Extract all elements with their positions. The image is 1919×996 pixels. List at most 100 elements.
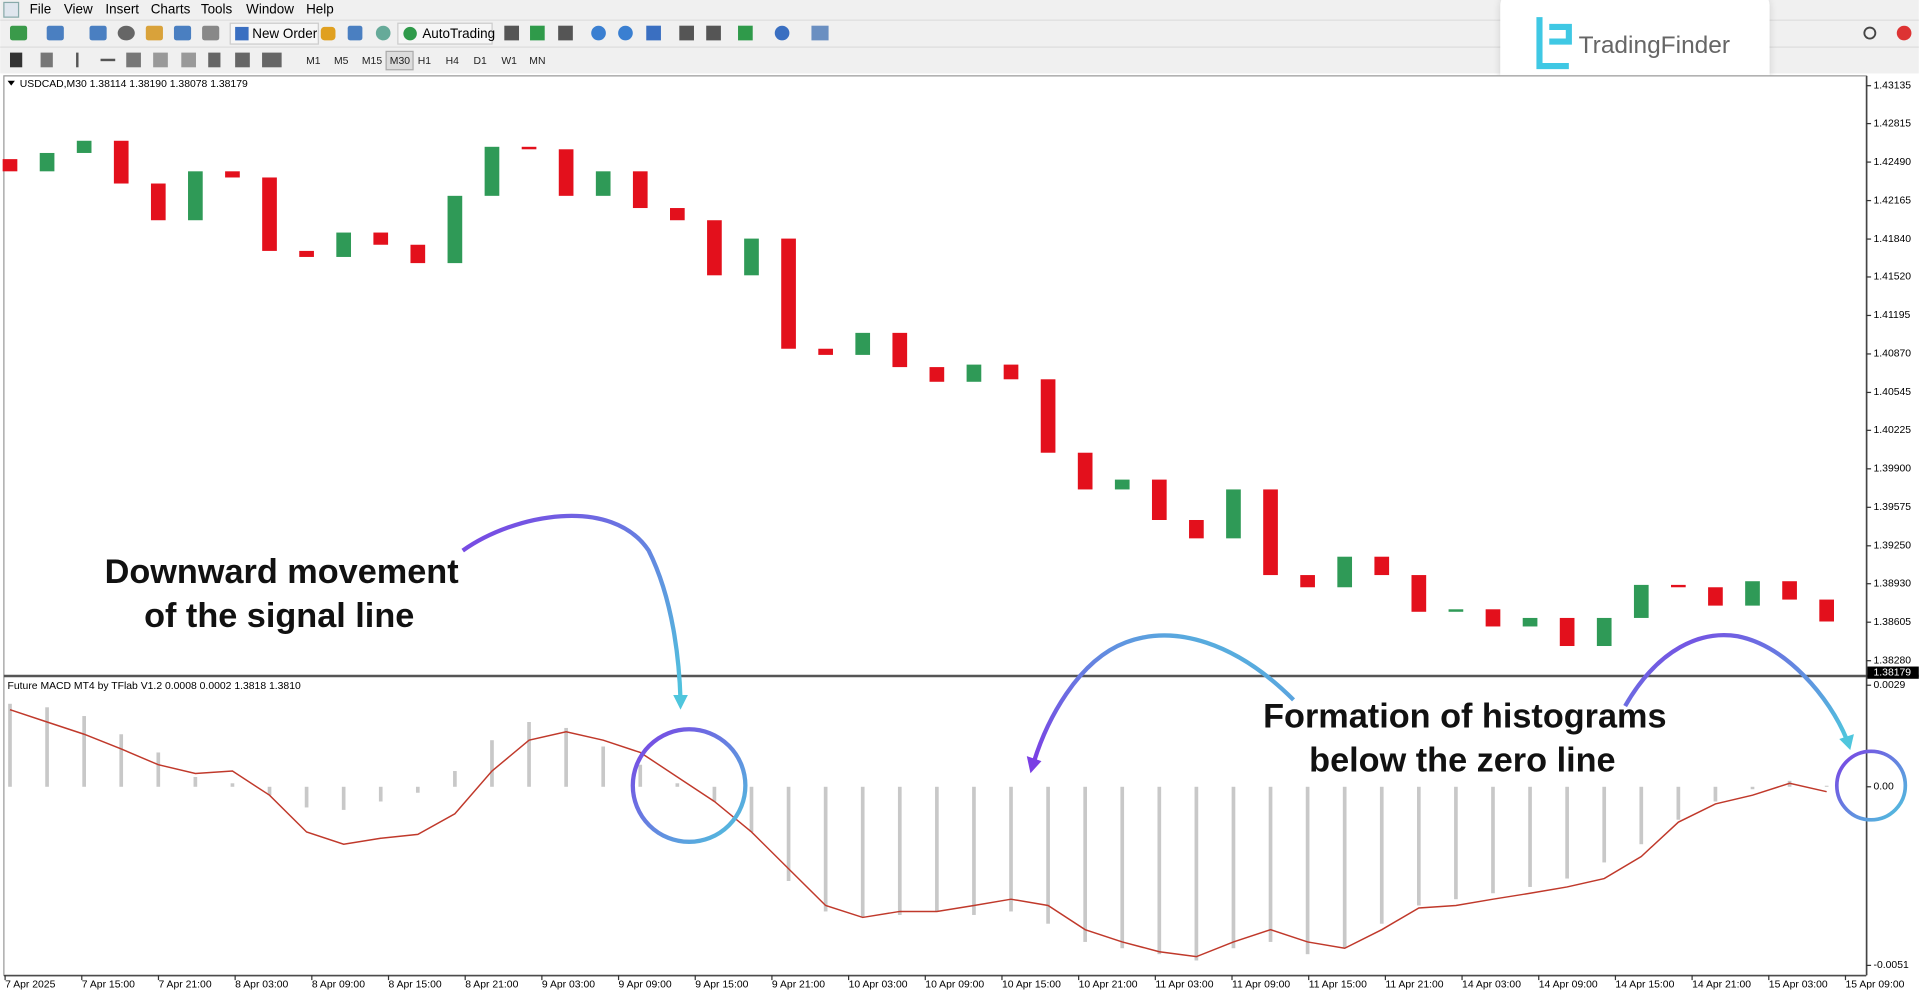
metaeditor-button[interactable] — [320, 26, 336, 41]
signals-button[interactable] — [375, 25, 391, 41]
timeframe-button[interactable]: M15 — [362, 56, 382, 67]
timeframe-button[interactable]: D1 — [473, 56, 487, 67]
data-window-button[interactable] — [117, 25, 135, 41]
terminal-button[interactable] — [173, 25, 192, 41]
y-tick-label: 1.41520 — [1874, 272, 1912, 283]
y-tick-label: 1.42815 — [1874, 118, 1912, 129]
candle — [1114, 479, 1130, 490]
histogram-bar — [1824, 785, 1829, 787]
options-button[interactable] — [347, 25, 363, 41]
templates-button[interactable] — [811, 25, 829, 41]
candle — [1708, 587, 1723, 606]
candle — [707, 220, 722, 276]
profiles-button[interactable] — [46, 25, 64, 41]
timeframe-button[interactable]: H1 — [418, 56, 432, 67]
line-chart-button[interactable] — [558, 25, 573, 41]
annotation-text: of the signal line — [144, 597, 414, 635]
navigator-button[interactable] — [145, 25, 163, 41]
scroll-button[interactable] — [679, 25, 694, 41]
time-label: 9 Apr 21:00 — [772, 980, 825, 991]
y-tick-label: 1.39900 — [1874, 464, 1912, 475]
toolbar-icons — [9, 22, 829, 68]
menu-item[interactable]: Insert — [105, 1, 139, 16]
candle — [1819, 599, 1834, 622]
time-label: 10 Apr 21:00 — [1079, 980, 1138, 991]
candle — [1003, 364, 1019, 380]
histogram-bar — [786, 786, 791, 881]
histogram-bar — [564, 727, 568, 787]
candle — [1671, 584, 1686, 588]
histogram-bar — [156, 752, 161, 787]
timeframe-button[interactable]: M30 — [390, 56, 410, 67]
candle — [1633, 584, 1649, 618]
histogram-bar — [601, 746, 606, 787]
channel-tool[interactable] — [153, 52, 168, 68]
new-order-button[interactable] — [229, 22, 319, 45]
indicators-button[interactable] — [738, 25, 753, 41]
cursor-tool[interactable] — [9, 52, 23, 68]
candle — [1263, 489, 1278, 576]
candle — [521, 146, 537, 150]
timeframe-button[interactable]: M1 — [306, 56, 321, 67]
timeframe-active — [385, 50, 414, 71]
histogram-bar — [304, 786, 309, 808]
bar-chart-button[interactable] — [504, 25, 520, 41]
vline-tool[interactable] — [76, 52, 79, 68]
timeframe-button[interactable]: W1 — [501, 56, 517, 67]
arrows-tool[interactable] — [262, 52, 282, 68]
shift-button[interactable] — [706, 25, 721, 41]
time-label: 9 Apr 03:00 — [542, 980, 595, 991]
new-chart-button[interactable] — [9, 25, 28, 41]
notification-button[interactable] — [1896, 25, 1912, 41]
trendline-tool[interactable] — [126, 52, 141, 68]
search-button[interactable] — [1863, 26, 1877, 40]
histogram-bar — [1268, 786, 1273, 942]
label-tool[interactable] — [235, 52, 250, 68]
candle — [1300, 575, 1315, 588]
hline-tool[interactable] — [100, 58, 116, 62]
menu-item[interactable]: View — [64, 1, 93, 16]
y-tick-label: 1.42165 — [1874, 195, 1912, 206]
time-label: 14 Apr 09:00 — [1539, 980, 1598, 991]
menu-item[interactable]: Charts — [151, 1, 191, 16]
logo-text: TradingFinder — [1579, 32, 1730, 59]
zoom-in-button[interactable] — [591, 25, 606, 41]
crosshair-tool[interactable] — [40, 52, 53, 68]
candle — [113, 140, 129, 184]
y-tick-label: 1.43135 — [1874, 80, 1912, 91]
histogram-bar — [1416, 786, 1421, 906]
histogram-bar — [1342, 786, 1347, 949]
timeframe-button[interactable]: MN — [529, 56, 545, 67]
histogram-bar — [1120, 786, 1125, 949]
chart-menu-arrow[interactable] — [7, 80, 15, 86]
y-tick-label: 1.39250 — [1874, 541, 1912, 552]
candle-button[interactable] — [530, 25, 545, 41]
menu-item[interactable]: Help — [306, 1, 334, 16]
market-watch-button[interactable] — [89, 25, 107, 41]
autotrading-button[interactable] — [397, 22, 493, 45]
histogram-bar — [490, 740, 494, 787]
zoom-out-button[interactable] — [618, 25, 633, 41]
histogram-bar — [230, 783, 235, 787]
timeframe-button[interactable]: H4 — [446, 56, 460, 67]
candle — [1151, 479, 1167, 520]
arrow-head — [1026, 756, 1042, 774]
tile-button[interactable] — [646, 25, 661, 41]
arrow — [1623, 633, 1849, 740]
periods-button[interactable] — [774, 25, 790, 41]
text-tool[interactable] — [208, 52, 221, 68]
time-label: 11 Apr 03:00 — [1155, 980, 1213, 991]
histogram-bar — [1305, 786, 1310, 955]
candle — [781, 238, 796, 349]
menu-item[interactable]: Tools — [201, 1, 233, 16]
fibo-tool[interactable] — [181, 52, 196, 68]
timeframe-button[interactable]: M5 — [334, 56, 349, 67]
candle — [1448, 609, 1464, 612]
menu-item[interactable]: File — [30, 1, 52, 16]
histogram-bar — [378, 786, 383, 802]
histogram-bar — [45, 707, 49, 787]
tester-button[interactable] — [202, 25, 220, 41]
candle — [632, 171, 648, 209]
candle — [669, 208, 685, 221]
menu-item[interactable]: Window — [246, 1, 294, 16]
